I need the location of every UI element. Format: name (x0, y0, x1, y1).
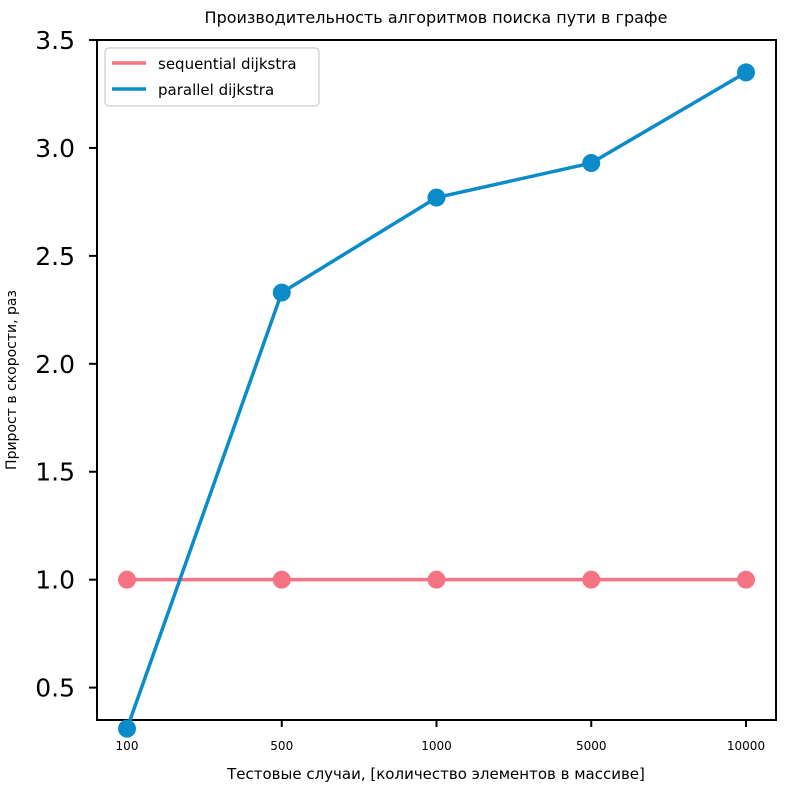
y-axis-label: Прирост в скорости, раз (4, 290, 20, 470)
y-tick-label: 3.5 (35, 26, 75, 55)
y-tick-label: 2.0 (35, 350, 75, 379)
y-axis-ticks: 0.5 1.0 1.5 2.0 2.5 3.0 3.5 (35, 26, 97, 703)
x-tick-label: 100 (116, 739, 139, 753)
data-point (737, 570, 755, 589)
x-tick-label: 1000 (421, 739, 452, 753)
legend: sequential dijkstra parallel dijkstra (104, 47, 320, 107)
y-tick-label: 1.0 (35, 566, 75, 595)
chart-title: Производительность алгоритмов поиска пут… (205, 8, 668, 27)
series-layer (118, 63, 755, 738)
data-point (272, 283, 291, 302)
plot-area (96, 39, 777, 721)
x-axis-ticks: 100 500 1000 5000 10000 (116, 720, 765, 753)
data-point (427, 570, 446, 589)
legend-box (104, 47, 320, 107)
y-tick-label: 1.5 (35, 458, 75, 487)
x-tick-label: 10000 (727, 739, 765, 753)
data-point (118, 570, 136, 589)
x-tick-label: 500 (270, 739, 293, 753)
y-tick-label: 2.5 (35, 242, 75, 271)
x-axis-label: Тестовые случаи, [количество элементов в… (226, 765, 645, 783)
x-tick-label: 5000 (576, 739, 607, 753)
legend-label-sequential: sequential dijkstra (158, 55, 297, 73)
data-point (427, 188, 446, 207)
data-point (737, 63, 755, 82)
data-point (118, 719, 136, 738)
data-point (582, 570, 601, 589)
data-point (272, 570, 291, 589)
data-point (582, 154, 601, 173)
y-tick-label: 3.0 (35, 134, 75, 163)
y-tick-label: 0.5 (35, 674, 75, 703)
legend-label-parallel: parallel dijkstra (158, 81, 274, 99)
